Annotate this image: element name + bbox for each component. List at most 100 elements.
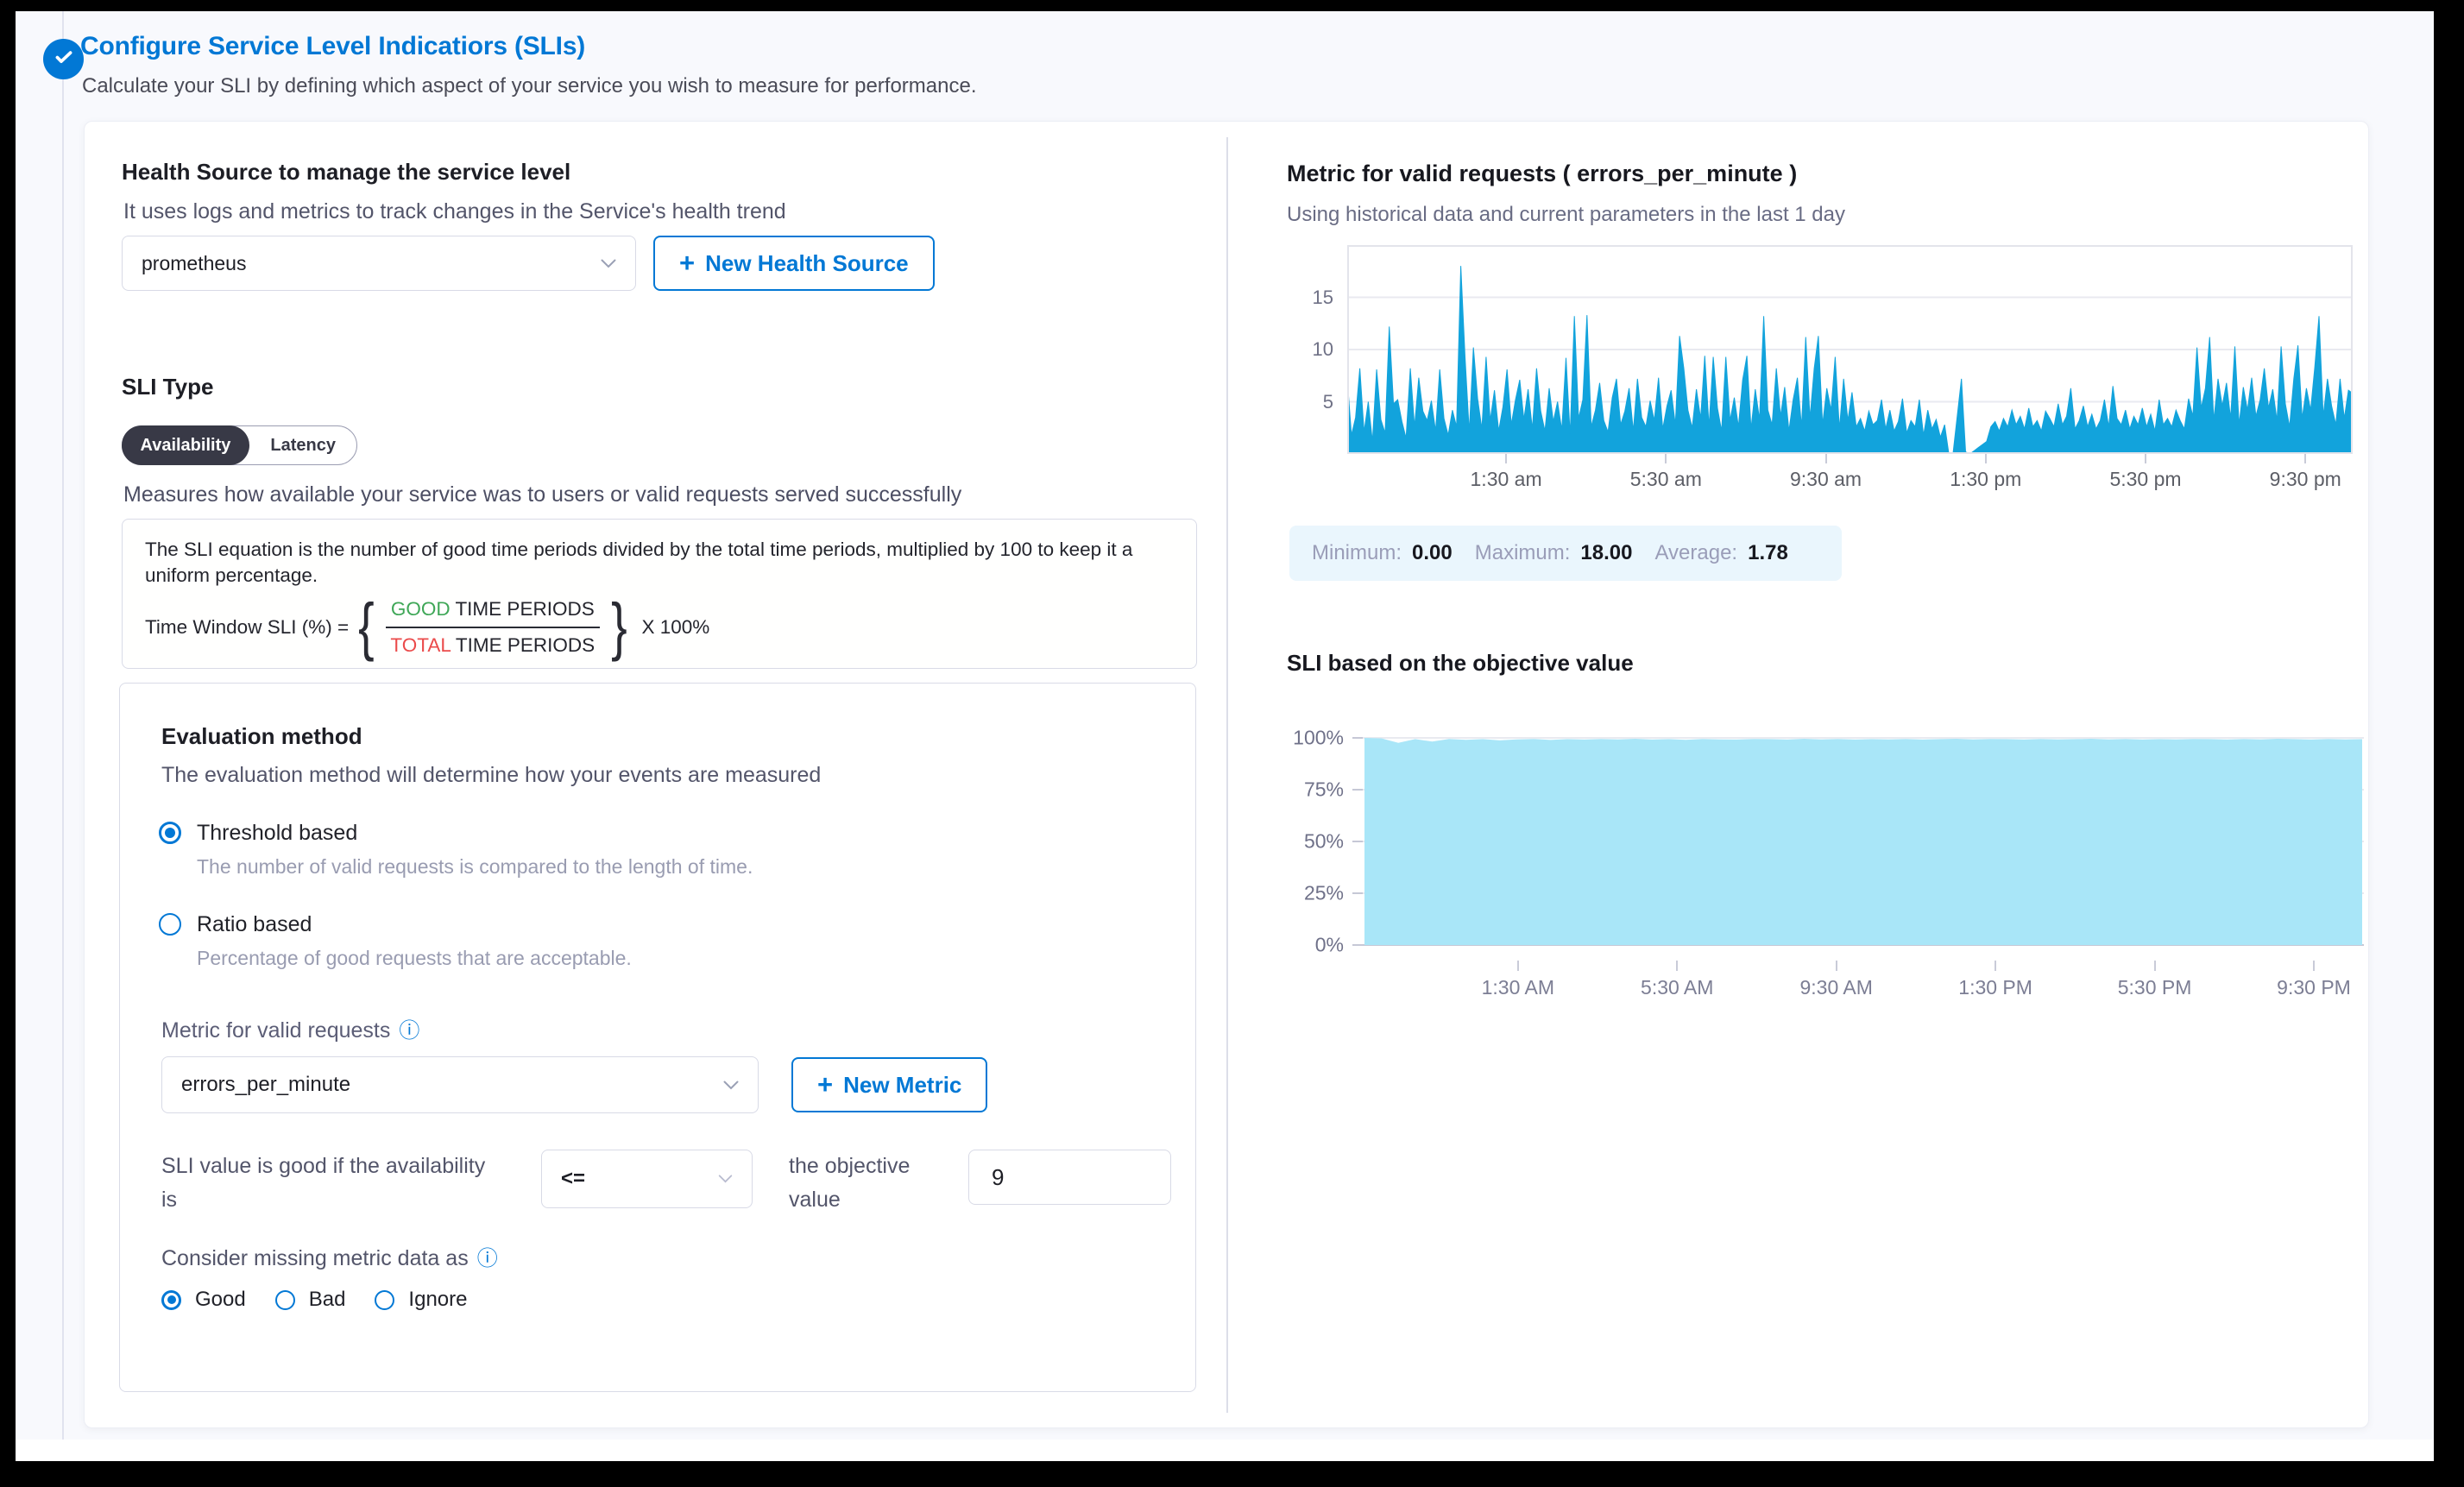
y-tick-label: 10 bbox=[1312, 338, 1333, 360]
sli-chart-y-axis: 0% 25% 50% 75% 100% bbox=[1287, 710, 1363, 961]
x-tick-label: 5:30 PM bbox=[2117, 976, 2192, 999]
equation-total: TOTAL bbox=[390, 633, 451, 656]
metric-chart-subtitle: Using historical data and current parame… bbox=[1287, 203, 1846, 226]
equation-num-rest: TIME PERIODS bbox=[450, 597, 595, 620]
info-icon[interactable]: ⓘ bbox=[399, 1018, 420, 1043]
missing-good-radio[interactable] bbox=[161, 1289, 181, 1310]
sli-chart-x-axis: 1:30 AM 5:30 AM 9:30 AM 1:30 PM 5:30 PM 9:30 … bbox=[1363, 961, 2364, 1005]
health-source-description: It uses logs and metrics to track change… bbox=[123, 199, 786, 224]
missing-bad-label[interactable]: Bad bbox=[308, 1288, 346, 1311]
minimum-value: 0.00 bbox=[1412, 541, 1453, 564]
page-background: Configure Service Level Indicatiors (SLI… bbox=[16, 11, 2434, 1440]
threshold-based-description: The number of valid requests is compared… bbox=[197, 855, 753, 878]
plus-icon: + bbox=[679, 247, 696, 278]
x-tick-label: 5:30 am bbox=[1629, 468, 1702, 490]
x-tick-mark bbox=[1995, 961, 1997, 971]
average-value: 1.78 bbox=[1748, 541, 1788, 564]
y-tick-label: 100% bbox=[1293, 726, 1344, 749]
threshold-based-label[interactable]: Threshold based bbox=[197, 821, 358, 845]
sli-type-description: Measures how available your service was … bbox=[123, 482, 962, 507]
x-tick-label: 9:30 AM bbox=[1799, 976, 1873, 999]
x-tick-mark bbox=[1824, 454, 1827, 463]
metric-dropdown-value: errors_per_minute bbox=[181, 1073, 351, 1096]
objective-value-input[interactable]: 9 bbox=[968, 1150, 1171, 1205]
missing-ignore-radio[interactable] bbox=[375, 1289, 395, 1310]
plus-icon: + bbox=[817, 1068, 834, 1099]
sli-type-heading: SLI Type bbox=[122, 374, 214, 400]
health-source-dropdown-value: prometheus bbox=[142, 251, 247, 274]
page-title: Configure Service Level Indicatiors (SLI… bbox=[80, 32, 586, 60]
missing-good-label[interactable]: Good bbox=[195, 1288, 246, 1311]
metric-dropdown[interactable]: errors_per_minute bbox=[161, 1056, 759, 1113]
chevron-down-icon bbox=[723, 1081, 739, 1090]
operator-value: <= bbox=[561, 1167, 586, 1190]
chevron-down-icon bbox=[718, 1175, 733, 1183]
health-source-dropdown[interactable]: prometheus bbox=[122, 236, 636, 291]
equation-good: GOOD bbox=[390, 597, 451, 620]
chevron-down-icon bbox=[601, 259, 616, 268]
evaluation-method-heading: Evaluation method bbox=[161, 723, 362, 749]
metric-label-text: Metric for valid requests bbox=[161, 1018, 391, 1043]
toggle-option-latency[interactable]: Latency bbox=[270, 435, 336, 455]
x-tick-label: 5:30 AM bbox=[1641, 976, 1714, 999]
minimum-label: Minimum: bbox=[1312, 541, 1402, 564]
evaluation-method-box: Evaluation method The evaluation method … bbox=[119, 683, 1196, 1392]
new-metric-label: New Metric bbox=[843, 1071, 962, 1098]
ratio-based-label[interactable]: Ratio based bbox=[197, 912, 312, 936]
ratio-based-description: Percentage of good requests that are acc… bbox=[197, 947, 632, 969]
metric-chart: 5 10 15 1:30 am 5:30 am 9:30 am 1:30 pm 5:30 p… bbox=[1287, 245, 2357, 495]
ratio-based-radio[interactable] bbox=[159, 913, 181, 936]
new-health-source-label: New Health Source bbox=[705, 249, 909, 276]
bottom-strip bbox=[16, 1440, 2434, 1461]
y-tick-label: 15 bbox=[1312, 286, 1333, 308]
x-tick-mark bbox=[2153, 961, 2156, 971]
brace-left: { bbox=[358, 590, 375, 663]
missing-bad-radio[interactable] bbox=[274, 1289, 295, 1310]
metric-stats-strip: Minimum: 0.00 Maximum: 18.00 Average: 1.… bbox=[1289, 526, 1842, 581]
x-tick-label: 9:30 PM bbox=[2277, 976, 2351, 999]
threshold-based-radio[interactable] bbox=[159, 822, 181, 844]
x-tick-label: 1:30 pm bbox=[1950, 468, 2022, 490]
missing-data-label: Consider missing metric data as ⓘ bbox=[161, 1246, 498, 1271]
metric-for-valid-requests-label: Metric for valid requests ⓘ bbox=[161, 1018, 419, 1043]
x-tick-mark bbox=[1676, 961, 1679, 971]
column-divider bbox=[1226, 137, 1228, 1413]
x-tick-label: 1:30 AM bbox=[1481, 976, 1554, 999]
x-tick-mark bbox=[1516, 961, 1519, 971]
y-tick-mark bbox=[1352, 944, 1363, 946]
operator-dropdown[interactable]: <= bbox=[541, 1150, 753, 1208]
x-tick-label: 5:30 pm bbox=[2109, 468, 2182, 490]
page-subtitle: Calculate your SLI by defining which asp… bbox=[82, 74, 977, 98]
sli-chart-plot bbox=[1363, 737, 2364, 946]
x-tick-mark bbox=[2313, 961, 2315, 971]
x-tick-label: 1:30 am bbox=[1470, 468, 1542, 490]
equation-fraction: GOOD TIME PERIODS TOTAL TIME PERIODS bbox=[385, 597, 600, 657]
sli-equation-formula: Time Window SLI (%) = { GOOD TIME PERIOD… bbox=[145, 590, 1174, 663]
new-health-source-button[interactable]: + New Health Source bbox=[653, 236, 935, 291]
objective-prefix-text: SLI value is good if the availability is bbox=[161, 1154, 486, 1212]
check-icon bbox=[53, 46, 75, 72]
y-tick-label: 25% bbox=[1303, 881, 1344, 904]
metric-chart-x-axis: 1:30 am 5:30 am 9:30 am 1:30 pm 5:30 pm 9:30 … bbox=[1347, 454, 2353, 495]
sli-config-card: Health Source to manage the service leve… bbox=[84, 121, 2369, 1428]
y-tick-label: 0% bbox=[1314, 933, 1344, 956]
info-icon[interactable]: ⓘ bbox=[476, 1246, 498, 1270]
maximum-label: Maximum: bbox=[1474, 541, 1571, 564]
health-source-heading: Health Source to manage the service leve… bbox=[122, 159, 571, 185]
new-metric-button[interactable]: + New Metric bbox=[791, 1057, 988, 1112]
threshold-based-option: Threshold based The number of valid requ… bbox=[159, 822, 753, 879]
ratio-based-option: Ratio based Percentage of good requests … bbox=[159, 913, 632, 970]
x-tick-mark bbox=[1505, 454, 1508, 463]
toggle-option-availability[interactable]: Availability bbox=[121, 425, 250, 465]
metric-chart-y-axis: 5 10 15 bbox=[1287, 245, 1347, 454]
x-tick-mark bbox=[1984, 454, 1987, 463]
sli-equation-box: The SLI equation is the number of good t… bbox=[122, 519, 1197, 669]
brace-right: } bbox=[610, 590, 627, 663]
x-tick-mark bbox=[2304, 454, 2307, 463]
sli-type-toggle: Availability Latency bbox=[121, 425, 357, 465]
x-tick-mark bbox=[1835, 961, 1837, 971]
missing-ignore-label[interactable]: Ignore bbox=[408, 1288, 468, 1311]
metric-chart-title: Metric for valid requests ( errors_per_m… bbox=[1287, 161, 1798, 186]
equation-lhs: Time Window SLI (%) = bbox=[145, 615, 350, 638]
